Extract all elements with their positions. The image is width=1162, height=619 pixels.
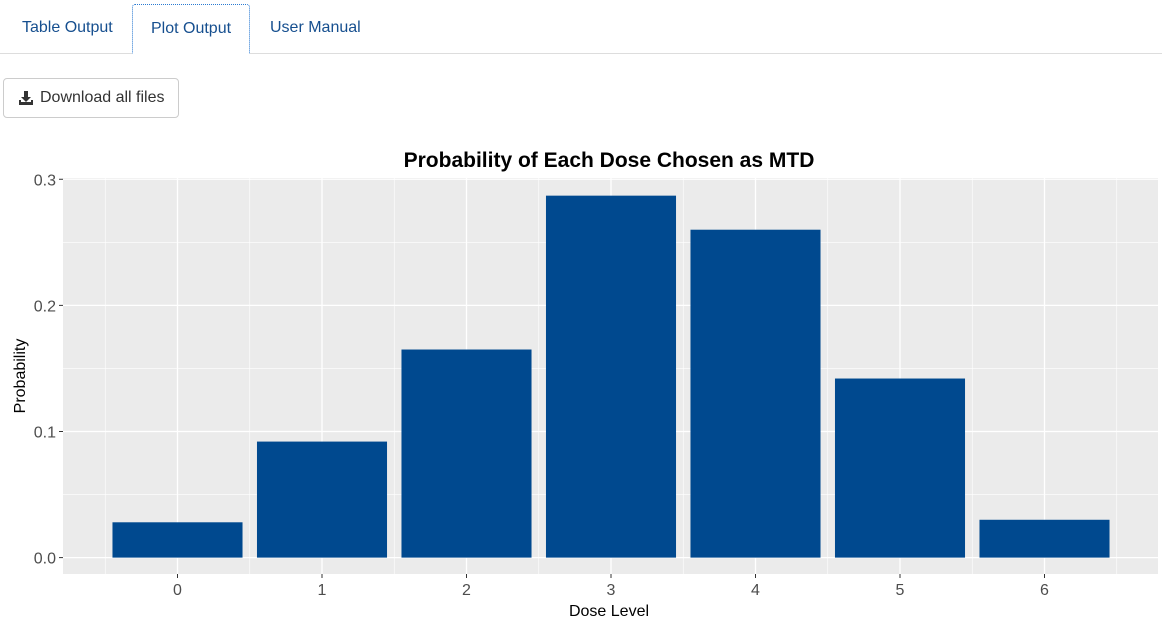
y-tick-label: 0.3 [34,172,56,189]
x-tick-label: 1 [318,582,327,599]
x-tick-label: 5 [896,582,905,599]
tab-bar: Table Output Plot Output User Manual [0,0,1162,54]
x-tick-label: 4 [751,582,760,599]
bars [112,195,1110,558]
x-tick-label: 6 [1040,582,1049,599]
y-tick-label: 0.1 [34,424,56,441]
x-tick-label: 2 [462,582,471,599]
axes: 0.0 0.1 0.2 0.3 0 1 2 3 4 5 6 [34,172,1049,599]
download-button-label: Download all files [40,89,165,106]
chart-title: Probability of Each Dose Chosen as MTD [404,149,815,172]
y-axis-label: Probability [12,339,29,414]
x-tick-label: 0 [173,582,182,599]
x-tick-label: 3 [607,582,616,599]
bar-dose-6 [979,519,1110,558]
bar-dose-3 [545,195,677,558]
tab-plot-output[interactable]: Plot Output [132,4,251,54]
bar-dose-2 [401,349,532,558]
y-tick-label: 0.0 [34,551,56,568]
download-icon [18,90,34,106]
bar-dose-1 [256,441,388,558]
tab-table-output[interactable]: Table Output [22,19,113,36]
bar-chart: Probability of Each Dose Chosen as MTD 0… [12,149,1158,619]
download-all-files-button[interactable]: Download all files [3,78,179,118]
bar-dose-4 [690,229,821,558]
tab-user-manual[interactable]: User Manual [270,19,361,36]
y-tick-label: 0.2 [34,298,56,315]
bar-dose-5 [834,378,966,558]
bar-dose-0 [112,522,243,558]
x-axis-label: Dose Level [569,603,649,619]
